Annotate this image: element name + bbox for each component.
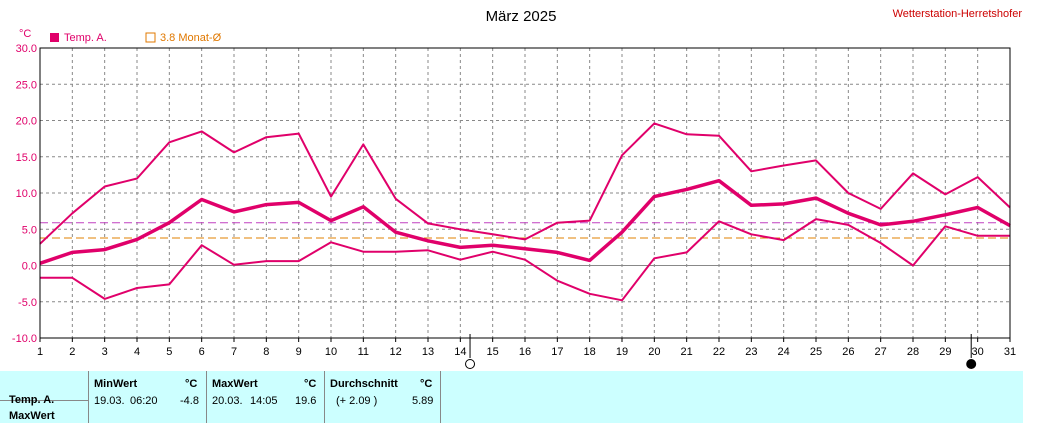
x-tick-label: 26 xyxy=(842,346,854,358)
legend-label-temp: Temp. A. xyxy=(64,32,107,44)
x-tick-label: 24 xyxy=(778,346,790,358)
x-tick-label: 7 xyxy=(231,346,237,358)
x-tick-label: 16 xyxy=(519,346,531,358)
x-tick-label: 3 xyxy=(102,346,108,358)
x-tick-label: 21 xyxy=(681,346,693,358)
x-tick-label: 25 xyxy=(810,346,822,358)
summary-column-divider xyxy=(88,371,89,423)
full-moon-icon xyxy=(465,359,476,369)
x-tick-label: 22 xyxy=(713,346,725,358)
x-tick-label: 17 xyxy=(551,346,563,358)
y-tick-label: -10.0 xyxy=(12,333,37,345)
x-tick-label: 14 xyxy=(454,346,466,358)
legend-swatch-month-avg xyxy=(145,32,156,43)
y-tick-label: -5.0 xyxy=(18,297,37,309)
y-tick-label: 25.0 xyxy=(16,79,37,91)
legend-label-month-avg: 3.8 Monat-Ø xyxy=(160,32,222,44)
x-tick-label: 23 xyxy=(745,346,757,358)
avg-unit: °C xyxy=(420,378,433,390)
y-tick-label: 15.0 xyxy=(16,152,37,164)
summary-column-divider xyxy=(206,371,207,423)
y-unit-label: °C xyxy=(19,28,31,40)
series-line-max xyxy=(39,122,1011,245)
series xyxy=(39,122,1011,302)
avg-delta: (+ 2.09 ) xyxy=(336,395,378,407)
reference-lines xyxy=(40,222,1010,239)
series-line-mean xyxy=(39,178,1011,265)
max-time: 14:05 xyxy=(250,395,278,407)
avg-header: Durchschnitt xyxy=(330,378,398,390)
new-moon-icon xyxy=(966,359,977,369)
x-tick-label: 30 xyxy=(972,346,984,358)
min-time: 06:20 xyxy=(130,395,158,407)
avg-value: 5.89 xyxy=(412,395,434,407)
axes: 30.025.020.015.010.05.00.0-5.0-10.01 2 3 4 5… xyxy=(12,43,1016,369)
station-name: Wetterstation-Herretshofer xyxy=(893,8,1023,20)
summary-table: Temp. A. MaxWert MinWert °C 19.03. 06:20… xyxy=(0,371,1023,423)
x-tick-label: 2 xyxy=(69,346,75,358)
summary-row-label: MaxWert xyxy=(9,410,55,422)
x-tick-label: 12 xyxy=(390,346,402,358)
summary-divider xyxy=(0,400,88,401)
x-tick-label: 31 xyxy=(1004,346,1016,358)
y-tick-label: 0.0 xyxy=(22,261,37,273)
min-unit: °C xyxy=(185,378,198,390)
min-value: -4.8 xyxy=(180,395,199,407)
y-tick-label: 20.0 xyxy=(16,116,37,128)
min-header: MinWert xyxy=(94,378,138,390)
x-tick-label: 9 xyxy=(296,346,302,358)
summary-column-divider xyxy=(324,371,325,423)
chart-title: März 2025 xyxy=(486,8,557,25)
y-tick-label: 30.0 xyxy=(16,43,37,55)
x-tick-label: 1 xyxy=(37,346,43,358)
x-tick-label: 8 xyxy=(263,346,269,358)
x-tick-label: 5 xyxy=(166,346,172,358)
x-tick-label: 13 xyxy=(422,346,434,358)
x-tick-label: 18 xyxy=(584,346,596,358)
x-tick-label: 10 xyxy=(325,346,337,358)
x-tick-label: 15 xyxy=(487,346,499,358)
grid xyxy=(40,48,1010,338)
x-tick-label: 11 xyxy=(358,346,369,358)
y-tick-label: 5.0 xyxy=(22,224,37,236)
series-line-min xyxy=(40,218,1010,302)
x-tick-label: 28 xyxy=(907,346,919,358)
x-tick-label: 6 xyxy=(199,346,205,358)
x-tick-label: 20 xyxy=(648,346,660,358)
summary-row-label: Temp. A. xyxy=(9,394,55,406)
legend-swatch-temp xyxy=(50,33,59,42)
max-value: 19.6 xyxy=(295,395,317,407)
y-tick-label: 10.0 xyxy=(16,188,37,200)
temperature-chart: März 2025 Wetterstation-Herretshofer °C … xyxy=(12,8,1023,369)
x-tick-label: 4 xyxy=(134,346,140,358)
max-unit: °C xyxy=(304,378,317,390)
summary-column-divider xyxy=(440,371,441,423)
max-header: MaxWert xyxy=(212,378,258,390)
max-date: 20.03. xyxy=(212,395,243,407)
min-date: 19.03. xyxy=(94,395,125,407)
x-tick-label: 29 xyxy=(939,346,951,358)
x-tick-label: 19 xyxy=(616,346,628,358)
x-tick-label: 27 xyxy=(875,346,887,358)
